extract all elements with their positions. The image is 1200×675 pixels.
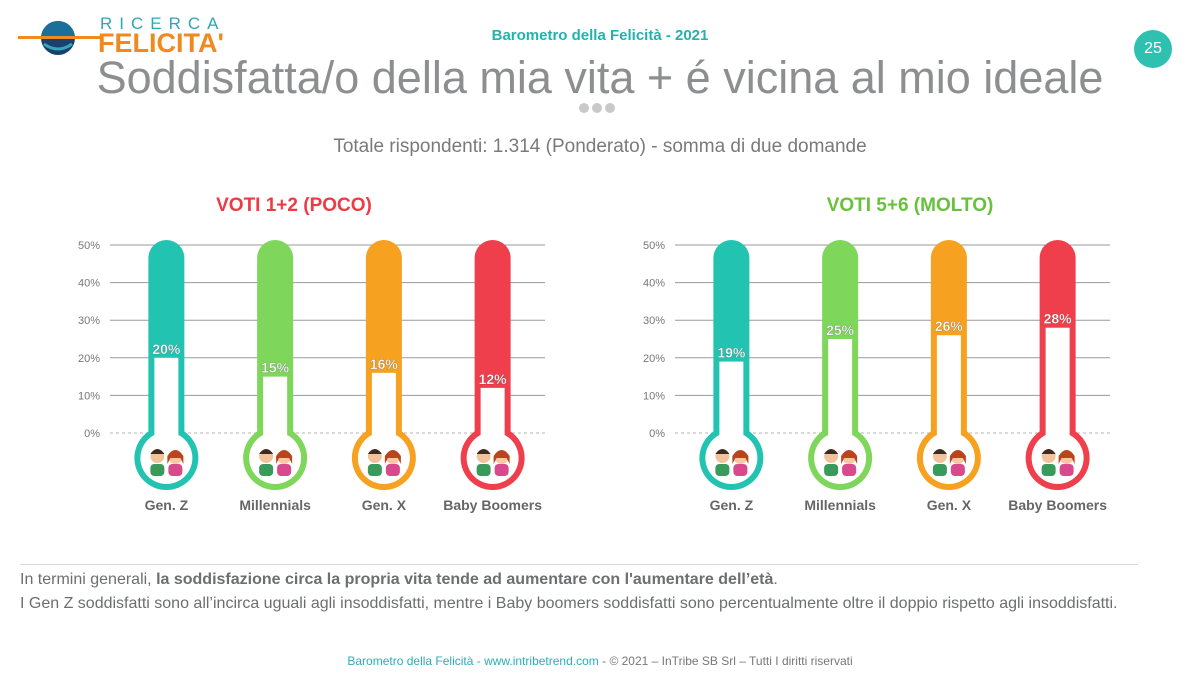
data-label: 26% (935, 318, 964, 334)
note-prefix: In termini generali, (20, 571, 157, 588)
y-tick-label: 30% (78, 315, 100, 327)
note-bold: la soddisfazione circa la propria vita t… (156, 571, 774, 588)
subtitle: Totale rispondenti: 1.314 (Ponderato) - … (333, 136, 867, 157)
thermometer: 20% (134, 240, 199, 490)
header-title: Barometro della Felicità - 2021 (491, 27, 709, 44)
thermometer: 28% (1025, 240, 1090, 490)
page-number-badge: 25 (1134, 30, 1172, 68)
people-avatar-icon (259, 449, 293, 476)
people-avatar-icon (824, 449, 858, 476)
data-label: 15% (261, 360, 290, 376)
thermometer: 26% (916, 240, 981, 490)
note-suffix: . (773, 571, 778, 588)
x-tick-label: Gen. X (362, 497, 407, 513)
x-tick-label: Gen. Z (145, 497, 189, 513)
thermometer: 16% (351, 240, 416, 490)
bulb-inner (814, 432, 867, 484)
people-avatar-icon (476, 449, 510, 476)
dots-decoration (579, 100, 618, 118)
y-tick-label: 20% (643, 353, 665, 365)
x-tick-label: Gen. X (927, 497, 972, 513)
chart-left: 0% 10% 20% 30% 40% 50% 20% Gen. Z 15% Millennials… (78, 240, 545, 513)
thermometer: 12% (460, 240, 525, 490)
people-avatar-icon (932, 449, 966, 476)
x-tick-label: Millennials (804, 497, 876, 513)
y-tick-label: 20% (78, 353, 100, 365)
logo-text-felicita: FELICITA' (98, 28, 224, 58)
people-avatar-icon (1041, 449, 1075, 476)
footer-link[interactable]: Barometro della Felicità - www.intribetr… (347, 654, 599, 668)
people-avatar-icon (367, 449, 401, 476)
data-label: 16% (370, 356, 399, 372)
people-avatar-icon (715, 449, 749, 476)
thermometer: 19% (699, 240, 764, 490)
bulb-inner (1031, 432, 1084, 484)
y-tick-label: 0% (84, 428, 100, 440)
x-tick-label: Baby Boomers (1008, 497, 1107, 513)
note-line-2: I Gen Z soddisfatti sono all’incirca ugu… (20, 595, 1118, 612)
bulb-inner (922, 432, 975, 484)
y-tick-label: 30% (643, 315, 665, 327)
x-tick-label: Baby Boomers (443, 497, 542, 513)
x-tick-label: Gen. Z (710, 497, 754, 513)
x-tick-label: Millennials (239, 497, 311, 513)
thermometer: 25% (808, 240, 873, 490)
chart-right-title: VOTI 5+6 (MOLTO) (826, 195, 994, 216)
data-label: 19% (717, 345, 746, 361)
note-line-1: In termini generali, la soddisfazione ci… (20, 569, 1180, 590)
y-tick-label: 40% (643, 278, 665, 290)
chart-left-title: VOTI 1+2 (POCO) (216, 195, 372, 216)
bulb-inner (140, 432, 193, 484)
logo: RICERCA FELICITA' (18, 14, 243, 60)
data-label: 25% (826, 322, 855, 338)
y-tick-label: 50% (78, 240, 100, 252)
y-tick-label: 10% (78, 390, 100, 402)
footer: Barometro della Felicità - www.intribetr… (0, 654, 1200, 668)
data-label: 20% (152, 341, 181, 357)
thermometer: 15% (243, 240, 308, 490)
bulb-inner (466, 432, 519, 484)
bulb-inner (357, 432, 410, 484)
bulb-inner (249, 432, 302, 484)
divider (20, 564, 1138, 565)
y-tick-label: 0% (649, 428, 665, 440)
y-tick-label: 40% (78, 278, 100, 290)
data-label: 28% (1044, 311, 1073, 327)
page-title: Soddisfatta/o della mia vita + é vicina … (96, 52, 1104, 103)
logo-sun-icon (18, 21, 100, 55)
footer-copyright: - © 2021 – InTribe SB Srl – Tutti I diri… (598, 654, 853, 668)
data-label: 12% (479, 371, 508, 387)
y-tick-label: 10% (643, 390, 665, 402)
logo-text-ricerca: RICERCA (100, 14, 226, 33)
people-avatar-icon (150, 449, 184, 476)
bulb-inner (705, 432, 758, 484)
y-tick-label: 50% (643, 240, 665, 252)
chart-right: 0% 10% 20% 30% 40% 50% 19% Gen. Z 25% Millennials… (643, 240, 1110, 513)
